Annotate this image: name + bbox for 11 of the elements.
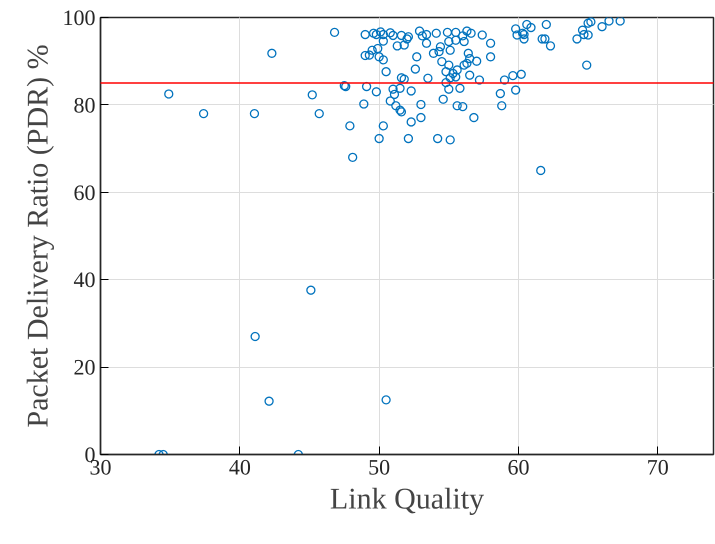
y-axis-title: Packet Delivery Ratio (PDR) % [22, 44, 54, 428]
y-tick-label: 60 [74, 180, 96, 205]
y-tick-label: 80 [74, 92, 96, 118]
x-tick-label: 60 [507, 454, 530, 480]
x-tick-label: 40 [228, 454, 251, 480]
y-tick-label: 100 [62, 5, 96, 30]
x-axis-title: Link Quality [330, 482, 484, 516]
y-tick-label: 20 [74, 354, 96, 380]
x-tick-label: 50 [368, 454, 390, 480]
y-tick-label: 40 [74, 267, 96, 292]
x-tick-label: 70 [646, 454, 669, 480]
